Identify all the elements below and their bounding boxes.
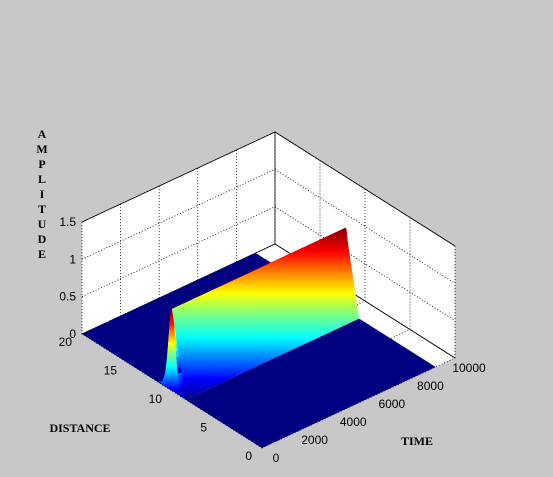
x-tick-label: 6000 — [378, 397, 405, 411]
x-tick-label: 2000 — [301, 433, 328, 447]
box-edge-top — [81, 131, 456, 247]
grid-line-amplitude — [81, 206, 456, 322]
x-tick-label: 10000 — [452, 361, 486, 375]
surface-ridge-face — [172, 227, 360, 400]
y-tick-label: 5 — [200, 421, 207, 435]
y-tick-label: 0 — [245, 449, 252, 463]
surface-ridge-front — [158, 308, 186, 400]
z-tick-label: 1.5 — [59, 215, 76, 229]
y-tick-label: 15 — [104, 364, 118, 378]
z-tick-label: 1 — [69, 252, 76, 266]
x-tick-label: 4000 — [340, 415, 367, 429]
surface-floor-front — [185, 318, 436, 448]
y-tick-label: 10 — [149, 392, 163, 406]
grid-line-amplitude — [81, 168, 456, 284]
y-tick-label: 20 — [59, 335, 73, 349]
y-axis-label: DISTANCE — [49, 421, 110, 435]
x-tick-label: 0 — [273, 451, 280, 465]
z-tick-label: 0 — [69, 327, 76, 341]
x-axis-label: TIME — [401, 434, 433, 448]
z-tick-label: 0.5 — [59, 290, 76, 304]
x-tick-label: 8000 — [417, 379, 444, 393]
